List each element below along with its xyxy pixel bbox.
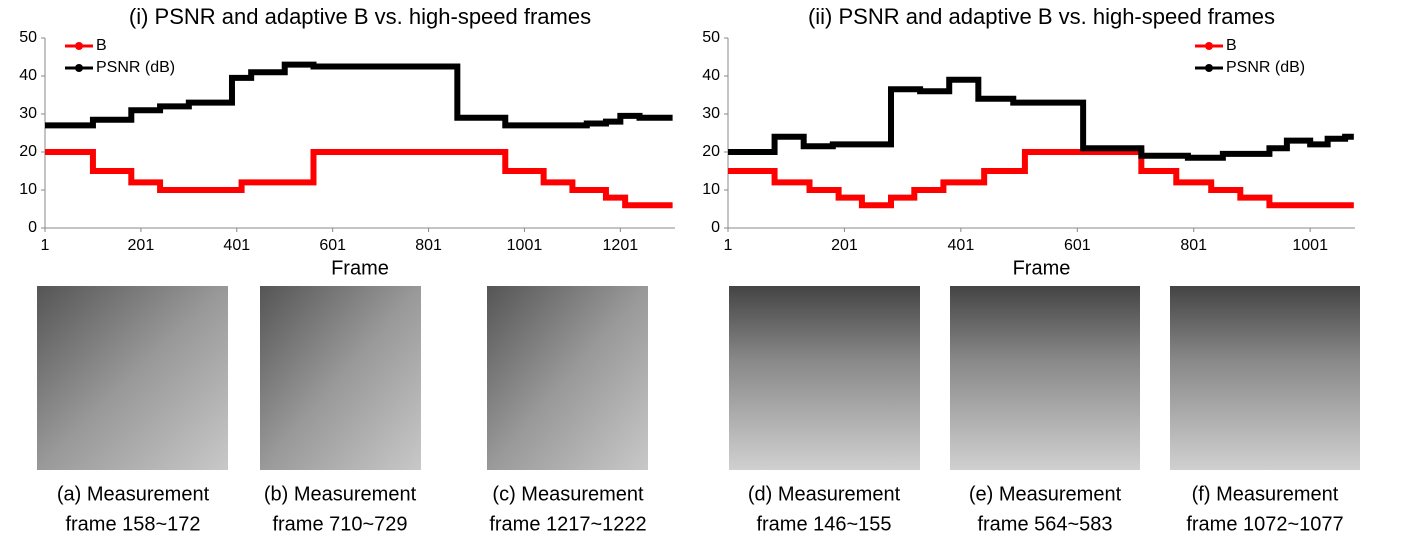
caption: frame 146~155	[756, 513, 891, 535]
y-tick-label: 50	[702, 29, 720, 46]
x-tick-label: 601	[319, 237, 346, 254]
image	[260, 286, 421, 470]
chart-title: (i) PSNR and adaptive B vs. high-speed f…	[129, 4, 591, 29]
legend-label: PSNR (dB)	[1226, 59, 1305, 76]
caption: frame 564~583	[977, 513, 1112, 535]
x-tick-label: 1001	[507, 237, 543, 254]
y-tick-label: 20	[19, 143, 37, 160]
legend-label: B	[1226, 37, 1237, 54]
image	[950, 286, 1140, 470]
step-line	[728, 76, 1354, 161]
x-tick-label: 1001	[1292, 237, 1328, 254]
x-tick-label: 1201	[603, 237, 639, 254]
caption: (c) Measurement	[492, 483, 644, 505]
legend-marker	[75, 64, 83, 72]
y-tick-label: 10	[19, 181, 37, 198]
x-tick-label: 801	[415, 237, 442, 254]
caption: (f) Measurement	[1192, 483, 1339, 505]
caption: frame 710~729	[272, 513, 407, 535]
caption: frame 1217~1222	[489, 513, 646, 535]
legend-marker	[1205, 64, 1213, 72]
caption: frame 158~172	[65, 513, 200, 535]
legend-label: B	[96, 37, 107, 54]
y-tick-label: 40	[19, 67, 37, 84]
image	[1170, 286, 1360, 470]
x-tick-label: 1	[41, 237, 50, 254]
legend-marker	[1205, 42, 1213, 50]
chart-title: (ii) PSNR and adaptive B vs. high-speed …	[808, 4, 1275, 29]
y-tick-label: 40	[702, 67, 720, 84]
caption: (e) Measurement	[969, 483, 1122, 505]
image	[37, 286, 228, 470]
step-line	[45, 149, 673, 209]
image	[487, 286, 648, 470]
caption: (b) Measurement	[264, 483, 417, 505]
caption: (a) Measurement	[57, 483, 210, 505]
x-tick-label: 801	[1180, 237, 1207, 254]
caption: frame 1072~1077	[1186, 513, 1343, 535]
x-tick-label: 201	[831, 237, 858, 254]
step-line	[45, 61, 673, 129]
y-tick-label: 30	[702, 105, 720, 122]
x-tick-label: 601	[1064, 237, 1091, 254]
legend-label: PSNR (dB)	[96, 59, 175, 76]
x-axis-label: Frame	[331, 257, 389, 279]
y-tick-label: 30	[19, 105, 37, 122]
step-line	[728, 149, 1354, 209]
image	[729, 286, 920, 470]
x-tick-label: 401	[948, 237, 975, 254]
x-tick-label: 201	[128, 237, 155, 254]
y-tick-label: 0	[28, 219, 37, 236]
y-tick-label: 10	[702, 181, 720, 198]
x-tick-label: 401	[223, 237, 250, 254]
y-tick-label: 50	[19, 29, 37, 46]
y-tick-label: 20	[702, 143, 720, 160]
x-axis-label: Frame	[1013, 257, 1071, 279]
x-tick-label: 1	[724, 237, 733, 254]
legend-marker	[75, 42, 83, 50]
caption: (d) Measurement	[748, 483, 901, 505]
y-tick-label: 0	[711, 219, 720, 236]
